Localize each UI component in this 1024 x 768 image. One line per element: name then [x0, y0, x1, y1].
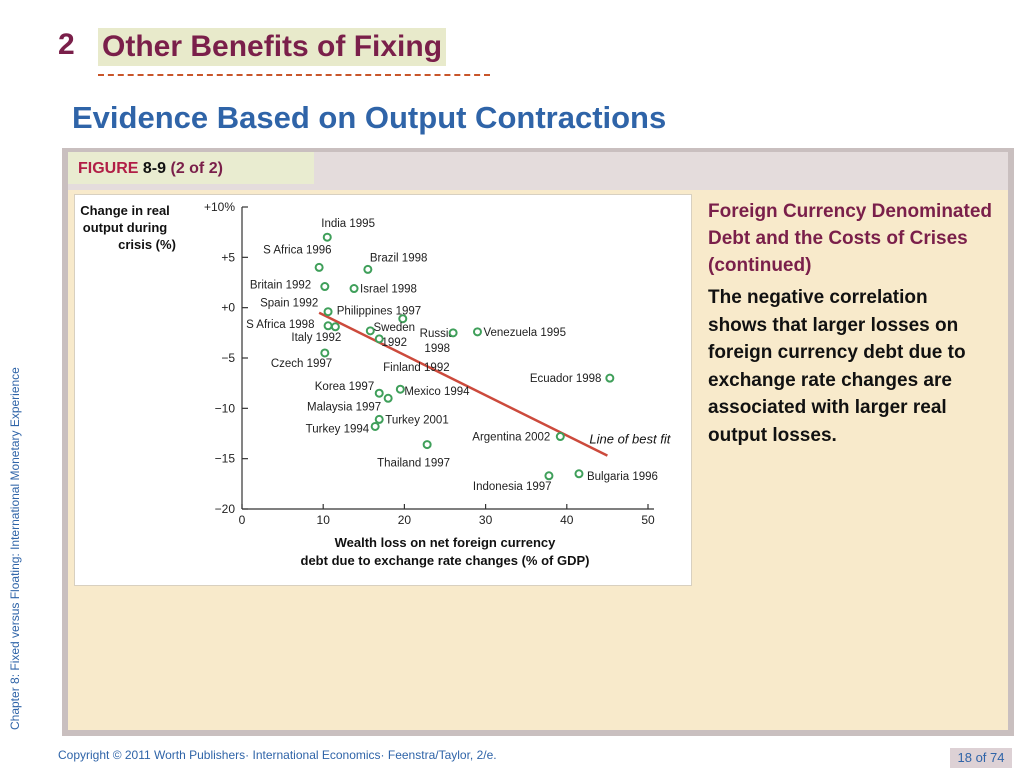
- point-label: Italy 1992: [291, 332, 341, 344]
- y-tick-label: +0: [221, 301, 235, 315]
- data-point: [314, 262, 324, 272]
- slide-subtitle: Evidence Based on Output Contractions: [72, 100, 667, 135]
- figure-label: FIGURE 8-9 (2 of 2): [78, 160, 223, 178]
- section-number: 2: [58, 28, 75, 61]
- point-label: Russia 1998: [420, 328, 456, 355]
- point-label: Mexico 1994: [404, 386, 470, 398]
- data-point: [605, 373, 615, 383]
- x-tick-label: 50: [641, 513, 655, 527]
- point-label: Bulgaria 1996: [587, 471, 658, 483]
- data-point: [448, 328, 458, 338]
- x-tick-label: 20: [398, 513, 412, 527]
- x-tick-label: 40: [560, 513, 574, 527]
- x-tick-label: 10: [317, 513, 331, 527]
- point-label: Philippines 1997: [337, 306, 421, 318]
- point-label: Malaysia 1997: [307, 401, 381, 413]
- data-point: [363, 264, 373, 274]
- copyright: Copyright © 2011 Worth Publishers· Inter…: [58, 748, 497, 762]
- data-point: [555, 432, 565, 442]
- y-tick-label: −20: [215, 502, 236, 516]
- data-point: [383, 393, 393, 403]
- data-point: [374, 388, 384, 398]
- y-axis-title: Change in real output during crisis (%): [80, 203, 176, 252]
- point-label: Czech 1997: [271, 358, 332, 370]
- x-axis-title: Wealth loss on net foreign currency debt …: [301, 535, 590, 568]
- data-point: [374, 414, 384, 424]
- data-point: [349, 284, 359, 294]
- data-point: [544, 471, 554, 481]
- data-point: [323, 307, 333, 317]
- panel-body: The negative correlation shows that larg…: [708, 287, 966, 446]
- figure-part: (2 of 2): [170, 160, 223, 177]
- figure-word: FIGURE: [78, 160, 139, 177]
- y-tick-label: −15: [215, 452, 236, 466]
- data-point: [398, 314, 408, 324]
- y-tick-label: +5: [221, 250, 235, 264]
- figure-frame: FIGURE 8-9 (2 of 2) +10% +5 +0 −5 −10 −15 −20 0…: [62, 148, 1014, 736]
- figure-label-box: FIGURE 8-9 (2 of 2): [68, 152, 314, 184]
- data-point: [323, 321, 333, 331]
- chart-box: +10% +5 +0 −5 −10 −15 −20 0 10 20 30 40 50 Change in …: [74, 194, 692, 586]
- point-label: Ecuador 1998: [530, 373, 602, 385]
- x-tick-label: 30: [479, 513, 493, 527]
- data-point: [330, 322, 340, 332]
- point-label: S Africa 1998: [246, 319, 314, 331]
- page-indicator: 18 of 74: [950, 748, 1012, 768]
- point-label: Turkey 1994: [306, 423, 370, 435]
- chapter-side-label: Chapter 8: Fixed versus Floating: Intern…: [8, 367, 22, 730]
- figure-number: 8-9: [142, 160, 167, 177]
- point-label: S Africa 1996: [263, 244, 331, 256]
- point-label: Britain 1992: [250, 280, 311, 292]
- data-point: [365, 326, 375, 336]
- scatter-chart: +10% +5 +0 −5 −10 −15 −200 10 20 30 40 50 Change in …: [80, 200, 672, 568]
- data-point: [574, 469, 584, 479]
- point-label: Sweden 1992: [374, 322, 416, 349]
- fit-line-label: Line of best fit: [589, 432, 671, 447]
- point-label: Indonesia 1997: [473, 481, 552, 493]
- section-title: Other Benefits of Fixing: [98, 28, 447, 66]
- point-label: Thailand 1997: [377, 458, 450, 470]
- data-point: [322, 232, 332, 242]
- point-label: Turkey 2001: [385, 414, 449, 426]
- y-tick-label: +10%: [204, 200, 235, 214]
- point-label: Venezuela 1995: [483, 327, 565, 339]
- y-tick-label: −5: [221, 351, 235, 365]
- point-label: Israel 1998: [360, 284, 417, 296]
- point-label: Finland 1992: [383, 362, 450, 374]
- data-point: [320, 282, 330, 292]
- panel-heading: Foreign Currency Denominated Debt and th…: [708, 201, 992, 276]
- data-point: [422, 440, 432, 450]
- point-label: Brazil 1998: [370, 252, 428, 264]
- point-label: Korea 1997: [315, 381, 374, 393]
- title-underline: [98, 74, 490, 76]
- y-tick-label: −10: [215, 401, 236, 415]
- fit-line: [318, 311, 608, 457]
- data-point: [320, 348, 330, 358]
- point-label: India 1995: [321, 218, 375, 230]
- data-point: [370, 421, 380, 431]
- data-point: [395, 384, 405, 394]
- point-label: Argentina 2002: [472, 432, 550, 444]
- x-tick-label: 0: [239, 513, 246, 527]
- figure-body: +10% +5 +0 −5 −10 −15 −20 0 10 20 30 40 50 Change in …: [68, 190, 1008, 730]
- data-point: [472, 327, 482, 337]
- data-point: [374, 334, 384, 344]
- point-label: Spain 1992: [260, 298, 318, 310]
